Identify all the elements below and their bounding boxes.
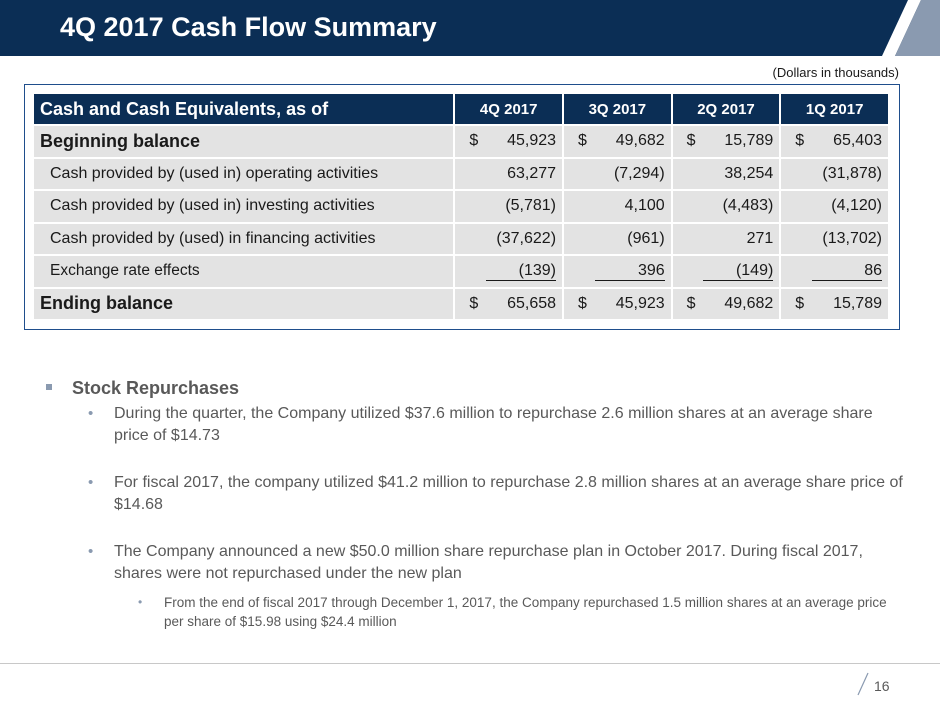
bullet-list: Stock Repurchases • During the quarter, … [46,378,906,631]
table-cell: 396 [564,256,671,287]
units-note: (Dollars in thousands) [772,65,899,80]
header-accent-graphic [882,0,940,56]
bullet-item: • The Company announced a new $50.0 mill… [88,543,863,582]
table-cell: $45,923 [564,288,671,319]
bullet-dot-icon: • [88,474,94,491]
table-cell: $49,682 [564,126,671,157]
title-bar: 4Q 2017 Cash Flow Summary [0,0,940,56]
column-header: 2Q 2017 [672,94,780,124]
table-row-investing: Cash provided by (used in) investing act… [34,191,888,222]
table-cell: $65,403 [781,126,888,157]
table-cell: (139) [455,256,563,287]
sub-bullet-item: • From the end of fiscal 2017 through De… [138,595,887,629]
slash-icon [857,672,869,696]
bullet-heading: Stock Repurchases [46,378,906,399]
bullet-dot-icon: • [88,405,94,422]
column-header: 3Q 2017 [564,94,671,124]
bullet-dot-icon: • [88,543,94,560]
cash-flow-table: Cash and Cash Equivalents, as of 4Q 2017… [32,92,890,321]
table-cell: (5,781) [455,191,563,222]
page-number: 16 [874,678,890,694]
bullet-item: • For fiscal 2017, the company utilized … [88,474,903,513]
bullet-item: • During the quarter, the Company utiliz… [88,405,873,444]
table-cell: $15,789 [781,288,888,319]
table-cell: 271 [672,223,780,254]
header-label: Cash and Cash Equivalents, as of [34,94,454,124]
table-cell: (4,120) [781,191,888,222]
row-label: Cash provided by (used) in financing act… [34,223,454,254]
table-cell: $65,658 [455,288,563,319]
row-label: Ending balance [34,288,454,319]
table-cell: (149) [672,256,780,287]
row-label: Exchange rate effects [34,256,454,287]
table-row-exchange: Exchange rate effects (139) 396 (149) 86 [34,256,888,287]
column-header: 4Q 2017 [455,94,563,124]
column-header: 1Q 2017 [781,94,888,124]
table-cell: 4,100 [564,191,671,222]
footer-divider [0,663,940,664]
table-cell: (31,878) [781,158,888,189]
table-header-row: Cash and Cash Equivalents, as of 4Q 2017… [34,94,888,124]
row-label: Cash provided by (used in) operating act… [34,158,454,189]
table-cell: $45,923 [455,126,563,157]
table-cell: 63,277 [455,158,563,189]
table-row-ending-balance: Ending balance $65,658 $45,923 $49,682 $… [34,288,888,319]
table-cell: (13,702) [781,223,888,254]
table-cell: 86 [781,256,888,287]
table-cell: (961) [564,223,671,254]
row-label: Beginning balance [34,126,454,157]
table-row-financing: Cash provided by (used) in financing act… [34,223,888,254]
table-cell: (4,483) [672,191,780,222]
table-cell: $15,789 [672,126,780,157]
table-cell: $49,682 [672,288,780,319]
page-title: 4Q 2017 Cash Flow Summary [60,12,437,42]
table-row-beginning-balance: Beginning balance $45,923 $49,682 $15,78… [34,126,888,157]
table-cell: (7,294) [564,158,671,189]
row-label: Cash provided by (used in) investing act… [34,191,454,222]
table-frame [24,84,900,330]
square-bullet-icon [46,384,52,390]
bullet-dot-icon: • [138,595,143,609]
table-cell: 38,254 [672,158,780,189]
table-cell: (37,622) [455,223,563,254]
table-row-operating: Cash provided by (used in) operating act… [34,158,888,189]
